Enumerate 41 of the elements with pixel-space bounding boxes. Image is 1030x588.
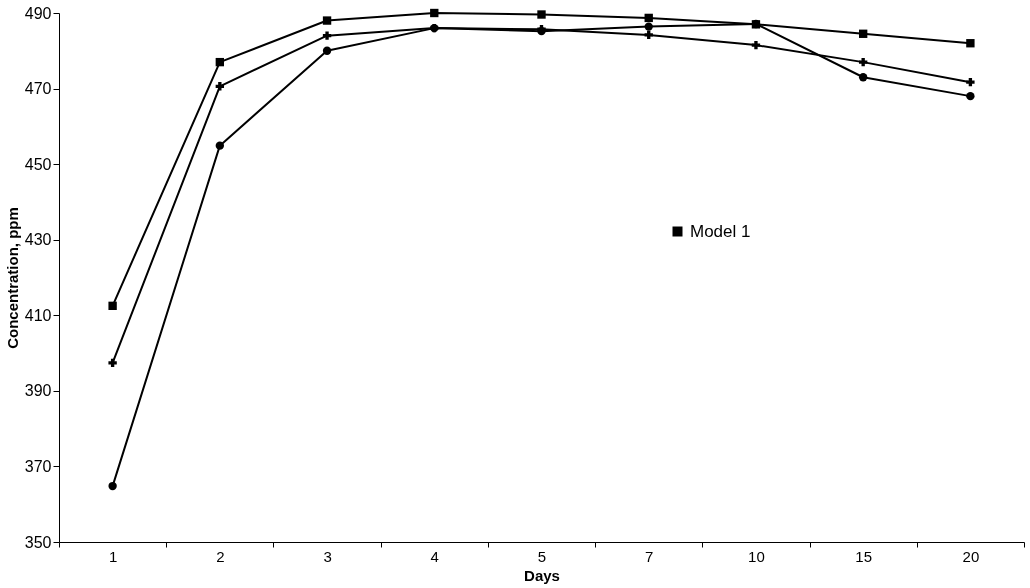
x-tick-label: 1 <box>108 547 118 565</box>
point <box>751 40 761 50</box>
point <box>858 73 868 82</box>
point <box>966 91 975 101</box>
y-tick-label: 430 <box>24 231 52 249</box>
point <box>644 13 653 23</box>
point <box>858 57 868 67</box>
x-tick-label: 7 <box>645 547 654 565</box>
point <box>966 39 975 48</box>
y-tick-label: 470 <box>24 80 52 98</box>
y-tick-label: 390 <box>24 382 52 400</box>
point <box>644 22 653 31</box>
point <box>215 141 225 150</box>
point <box>215 57 225 67</box>
point <box>108 358 117 368</box>
point <box>537 10 546 19</box>
point <box>322 16 332 25</box>
y-axis-title: Concentration, ppm <box>3 207 21 349</box>
point <box>644 30 653 40</box>
point <box>430 8 439 18</box>
x-tick-label: 15 <box>855 547 873 565</box>
x-tick-label: 2 <box>216 547 225 565</box>
y-tick-label: 410 <box>24 306 52 324</box>
y-tick-label: 490 <box>24 4 52 22</box>
point <box>108 301 117 311</box>
point <box>322 31 332 40</box>
point <box>322 46 332 55</box>
y-tick-label: 370 <box>24 457 52 475</box>
y-tick-label: 450 <box>24 155 52 173</box>
x-tick-label: 10 <box>748 547 765 565</box>
point <box>108 481 117 491</box>
x-axis-title: Days <box>524 566 560 584</box>
x-tick-label: 20 <box>962 547 980 565</box>
point <box>966 77 975 87</box>
point <box>215 82 225 91</box>
x-tick-label: 3 <box>323 547 332 565</box>
x-tick-label: 5 <box>537 547 547 565</box>
x-tick-label: 4 <box>430 547 439 565</box>
y-tick-label: 350 <box>24 533 52 551</box>
point <box>858 29 868 38</box>
legend-label: Model 1 <box>690 221 751 241</box>
